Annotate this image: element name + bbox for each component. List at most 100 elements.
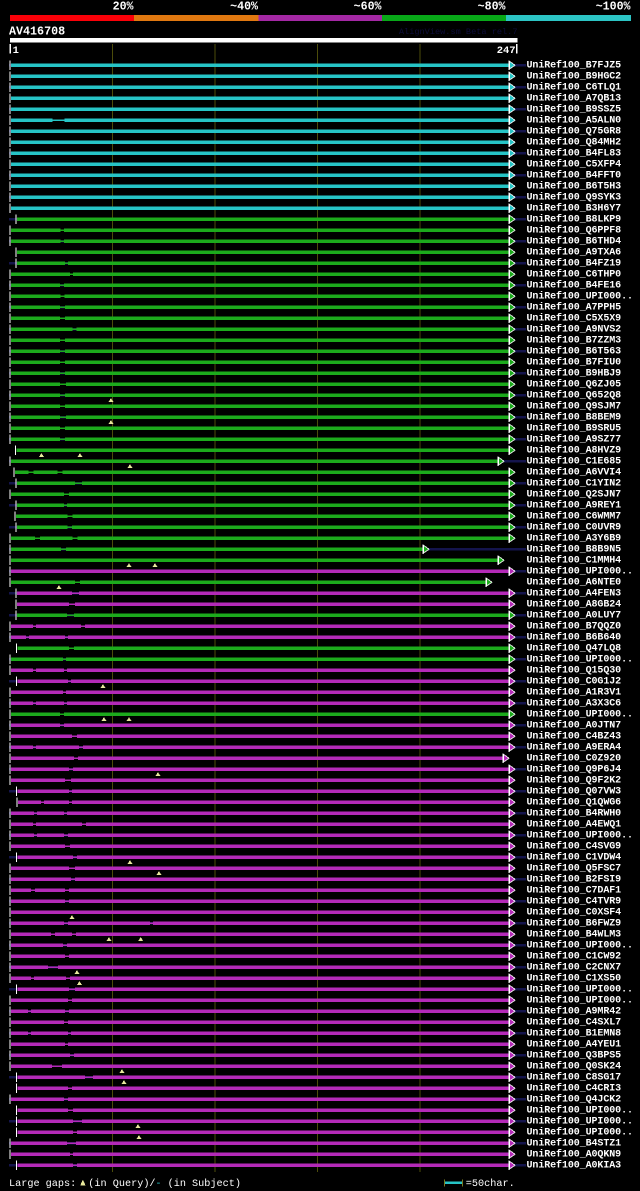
svg-text:UniRef100_UPI000..: UniRef100_UPI000..	[527, 709, 633, 721]
svg-text:UniRef100_A0QKN9: UniRef100_A0QKN9	[527, 1149, 622, 1161]
svg-text:UniRef100_Q07VW3: UniRef100_Q07VW3	[527, 786, 622, 798]
svg-text:UniRef100_A4EWQ1: UniRef100_A4EWQ1	[527, 819, 622, 831]
svg-text:UniRef100_Q3BPS5: UniRef100_Q3BPS5	[527, 1050, 622, 1062]
svg-text:UniRef100_C0UVR9: UniRef100_C0UVR9	[527, 522, 622, 534]
svg-text:UniRef100_A9REY1: UniRef100_A9REY1	[527, 500, 622, 512]
svg-text:-: -	[155, 1179, 161, 1190]
svg-text:UniRef100_B9HGC2: UniRef100_B9HGC2	[527, 71, 622, 83]
svg-text:UniRef100_B8LKP9: UniRef100_B8LKP9	[527, 214, 622, 226]
svg-text:UniRef100_C4BZ43: UniRef100_C4BZ43	[527, 731, 622, 743]
svg-text:UniRef100_UPI000..: UniRef100_UPI000..	[527, 566, 633, 578]
svg-text:UniRef100_B3H6Y7: UniRef100_B3H6Y7	[527, 203, 622, 215]
svg-text:UniRef100_UPI000..: UniRef100_UPI000..	[527, 654, 633, 666]
svg-text:UniRef100_B4FE16: UniRef100_B4FE16	[527, 280, 622, 292]
svg-text:UniRef100_C0Z920: UniRef100_C0Z920	[527, 753, 622, 765]
svg-text:UniRef100_Q15Q30: UniRef100_Q15Q30	[527, 665, 622, 677]
svg-text:Large gaps:: Large gaps:	[9, 1179, 76, 1190]
svg-text:UniRef100_Q5FSC7: UniRef100_Q5FSC7	[527, 863, 622, 875]
svg-text:UniRef100_A5ALN0: UniRef100_A5ALN0	[527, 115, 622, 127]
svg-text:UniRef100_A9NVS2: UniRef100_A9NVS2	[527, 324, 622, 336]
svg-text:UniRef100_C1CW92: UniRef100_C1CW92	[527, 951, 622, 963]
svg-text:UniRef100_A8HVZ9: UniRef100_A8HVZ9	[527, 445, 622, 457]
svg-text:UniRef100_UPI000..: UniRef100_UPI000..	[527, 1116, 633, 1128]
svg-text:UniRef100_A3Y6B9: UniRef100_A3Y6B9	[527, 533, 622, 545]
svg-text:UniRef100_B7FIU0: UniRef100_B7FIU0	[527, 357, 622, 369]
svg-text:UniRef100_Q1QWG6: UniRef100_Q1QWG6	[527, 797, 622, 809]
svg-text:UniRef100_C7DAF1: UniRef100_C7DAF1	[527, 885, 622, 897]
svg-text:UniRef100_B8BEM9: UniRef100_B8BEM9	[527, 412, 622, 424]
svg-text:UniRef100_UPI000..: UniRef100_UPI000..	[527, 995, 633, 1007]
svg-text:UniRef100_C1XS50: UniRef100_C1XS50	[527, 973, 622, 985]
svg-text:~60%: ~60%	[354, 1, 382, 14]
svg-text:UniRef100_A0KIA3: UniRef100_A0KIA3	[527, 1160, 622, 1172]
svg-text:UniRef100_B7FJZ5: UniRef100_B7FJZ5	[527, 60, 622, 72]
svg-text:UniRef100_C4SVG9: UniRef100_C4SVG9	[527, 841, 622, 853]
svg-text:UniRef100_B9SSZ5: UniRef100_B9SSZ5	[527, 104, 622, 116]
svg-text:UniRef100_C8SG17: UniRef100_C8SG17	[527, 1072, 622, 1084]
svg-text:UniRef100_C2CNX7: UniRef100_C2CNX7	[527, 962, 622, 974]
svg-text:UniRef100_A1R3V1: UniRef100_A1R3V1	[527, 687, 622, 699]
svg-text:UniRef100_UPI000..: UniRef100_UPI000..	[527, 1127, 633, 1139]
svg-text:UniRef100_B4RWH0: UniRef100_B4RWH0	[527, 808, 622, 820]
svg-text:UniRef100_B9HBJ9: UniRef100_B9HBJ9	[527, 368, 622, 380]
svg-text:UniRef100_B4FZ19: UniRef100_B4FZ19	[527, 258, 622, 270]
svg-text:UniRef100_A4YEU1: UniRef100_A4YEU1	[527, 1039, 622, 1051]
svg-text:UniRef100_Q6ZJ05: UniRef100_Q6ZJ05	[527, 379, 622, 391]
svg-text:UniRef100_B8B9N5: UniRef100_B8B9N5	[527, 544, 622, 556]
svg-text:UniRef100_Q0SK24: UniRef100_Q0SK24	[527, 1061, 622, 1073]
svg-text:~80%: ~80%	[478, 1, 506, 14]
svg-text:UniRef100_C6TLQ1: UniRef100_C6TLQ1	[527, 82, 622, 94]
svg-text:AlignView.sm Beta rel.7: AlignView.sm Beta rel.7	[399, 27, 518, 37]
svg-text:~40%: ~40%	[230, 1, 258, 14]
svg-text:UniRef100_C6WMM7: UniRef100_C6WMM7	[527, 511, 622, 523]
svg-text:UniRef100_B4WLM3: UniRef100_B4WLM3	[527, 929, 622, 941]
svg-text:UniRef100_B4FFT0: UniRef100_B4FFT0	[527, 170, 622, 182]
svg-text:UniRef100_C6THP0: UniRef100_C6THP0	[527, 269, 622, 281]
svg-text:UniRef100_A4FEN3: UniRef100_A4FEN3	[527, 588, 622, 600]
svg-text:UniRef100_C4SXL7: UniRef100_C4SXL7	[527, 1017, 622, 1029]
svg-text:~100%: ~100%	[596, 1, 631, 14]
svg-text:UniRef100_B6B640: UniRef100_B6B640	[527, 632, 622, 644]
svg-text:UniRef100_A9MR42: UniRef100_A9MR42	[527, 1006, 622, 1018]
svg-text:UniRef100_C1YIN2: UniRef100_C1YIN2	[527, 478, 622, 490]
svg-text:20%: 20%	[113, 1, 134, 14]
svg-text:UniRef100_Q9P6J4: UniRef100_Q9P6J4	[527, 764, 622, 776]
svg-text:UniRef100_B6T563: UniRef100_B6T563	[527, 346, 622, 358]
svg-text:1: 1	[13, 45, 19, 57]
svg-text:UniRef100_B4FL83: UniRef100_B4FL83	[527, 148, 622, 160]
svg-text:UniRef100_UPI000..: UniRef100_UPI000..	[527, 1105, 633, 1117]
svg-text:(in Subject): (in Subject)	[168, 1178, 241, 1190]
svg-text:UniRef100_A0JTN7: UniRef100_A0JTN7	[527, 720, 622, 732]
svg-text:UniRef100_A7PPH5: UniRef100_A7PPH5	[527, 302, 622, 314]
svg-text:UniRef100_A0LUY7: UniRef100_A0LUY7	[527, 610, 622, 622]
svg-text:UniRef100_C1MMH4: UniRef100_C1MMH4	[527, 555, 622, 567]
svg-text:UniRef100_B1EMN8: UniRef100_B1EMN8	[527, 1028, 622, 1040]
svg-text:UniRef100_Q6PPF8: UniRef100_Q6PPF8	[527, 225, 622, 237]
svg-text:UniRef100_C0XSF4: UniRef100_C0XSF4	[527, 907, 622, 919]
svg-text:UniRef100_C5XFP4: UniRef100_C5XFP4	[527, 159, 622, 171]
svg-text:UniRef100_B6FWZ9: UniRef100_B6FWZ9	[527, 918, 622, 930]
svg-text:UniRef100_B6THD4: UniRef100_B6THD4	[527, 236, 622, 248]
svg-text:UniRef100_Q47LQ8: UniRef100_Q47LQ8	[527, 643, 622, 655]
svg-text:(in Query)/: (in Query)/	[88, 1178, 155, 1190]
svg-text:UniRef100_B6T5H3: UniRef100_B6T5H3	[527, 181, 622, 193]
svg-text:UniRef100_A9SZ77: UniRef100_A9SZ77	[527, 434, 622, 446]
svg-text:UniRef100_UPI000..: UniRef100_UPI000..	[527, 291, 633, 303]
svg-text:UniRef100_C1E685: UniRef100_C1E685	[527, 456, 622, 468]
svg-text:UniRef100_A9ERA4: UniRef100_A9ERA4	[527, 742, 622, 754]
svg-text:UniRef100_A7QB13: UniRef100_A7QB13	[527, 93, 622, 105]
svg-text:UniRef100_Q652Q8: UniRef100_Q652Q8	[527, 390, 622, 402]
svg-text:UniRef100_C0G1J2: UniRef100_C0G1J2	[527, 676, 622, 688]
svg-text:UniRef100_C5X5X9: UniRef100_C5X5X9	[527, 313, 622, 325]
svg-text:UniRef100_B7ZZM3: UniRef100_B7ZZM3	[527, 335, 622, 347]
svg-text:UniRef100_B7QQZ0: UniRef100_B7QQZ0	[527, 621, 622, 633]
svg-text:247: 247	[497, 45, 516, 57]
svg-text:UniRef100_Q2SJN7: UniRef100_Q2SJN7	[527, 489, 622, 501]
svg-text:UniRef100_B2FSI9: UniRef100_B2FSI9	[527, 874, 622, 886]
svg-text:UniRef100_A6VVI4: UniRef100_A6VVI4	[527, 467, 622, 479]
svg-text:UniRef100_A3X3C6: UniRef100_A3X3C6	[527, 698, 622, 710]
svg-text:UniRef100_UPI000..: UniRef100_UPI000..	[527, 830, 633, 842]
svg-text:=50char.: =50char.	[466, 1178, 515, 1190]
svg-text:UniRef100_Q9F2K2: UniRef100_Q9F2K2	[527, 775, 622, 787]
svg-text:UniRef100_A9TXA6: UniRef100_A9TXA6	[527, 247, 622, 259]
